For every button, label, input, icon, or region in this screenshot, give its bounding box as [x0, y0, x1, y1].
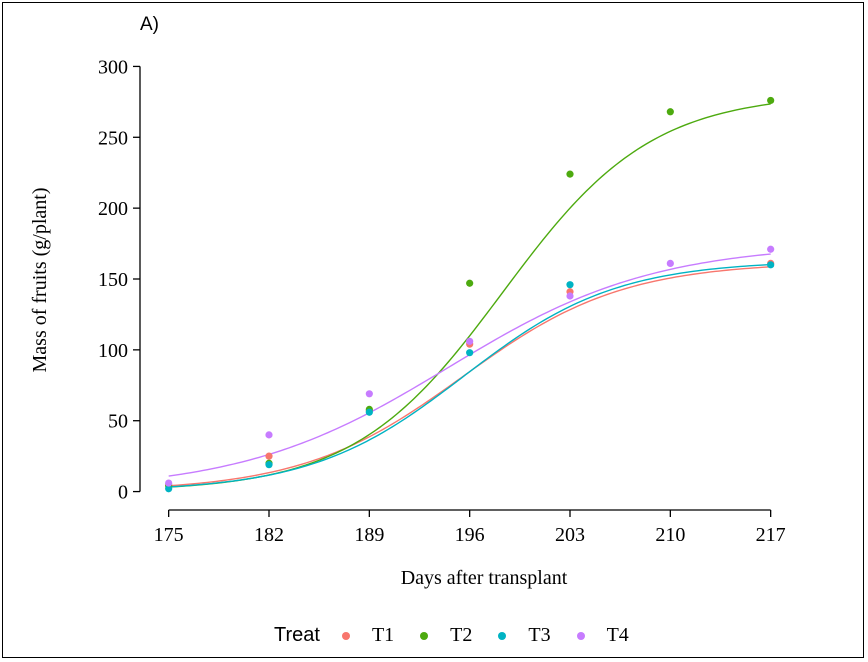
x-axis-title: Days after transplant — [401, 567, 568, 589]
point-t4 — [365, 390, 373, 398]
curve-t4 — [168, 253, 771, 477]
x-tick-label: 217 — [756, 524, 786, 546]
curve-t3 — [168, 263, 771, 488]
legend-item-t2: T2 — [420, 624, 472, 647]
panel-label: A) — [140, 14, 159, 35]
point-t1 — [265, 452, 273, 460]
legend-item-t3: T3 — [498, 624, 551, 647]
point-t2 — [666, 108, 674, 116]
point-t4 — [265, 431, 273, 439]
curve-t1 — [168, 266, 771, 487]
y-tick-label: 200 — [98, 198, 128, 220]
legend-label: T4 — [606, 624, 629, 646]
legend-marker — [341, 631, 350, 640]
legend-label: T1 — [371, 624, 395, 646]
x-tick-label: 182 — [254, 524, 284, 546]
data-points — [165, 96, 775, 493]
x-tick-label: 175 — [154, 524, 184, 546]
point-t3 — [767, 261, 775, 269]
point-t3 — [566, 281, 574, 289]
legend-items: T1 T2 T3 T4 — [341, 624, 655, 647]
point-t2 — [466, 279, 474, 287]
point-t4 — [767, 245, 775, 253]
legend-marker — [498, 631, 507, 640]
point-t4 — [165, 479, 173, 487]
x-tick-label: 196 — [455, 524, 485, 546]
legend-marker — [420, 631, 429, 640]
point-t3 — [265, 461, 273, 469]
point-t3 — [365, 408, 373, 416]
legend-marker — [576, 631, 585, 640]
x-tick-label: 189 — [354, 524, 384, 546]
axes: 0 50 100 150 200 250 300 175 182 189 196 203 210 217 — [98, 56, 786, 546]
y-tick-label: 250 — [98, 127, 128, 149]
curve-t2 — [168, 103, 771, 488]
y-tick-label: 300 — [98, 56, 128, 78]
legend-label: T3 — [528, 624, 551, 646]
fitted-curves — [168, 103, 771, 488]
y-tick-label: 50 — [108, 411, 128, 433]
legend-label: T2 — [450, 624, 473, 646]
legend: Treat T1 T2 T3 T4 — [274, 624, 655, 647]
point-t2 — [566, 170, 574, 178]
point-t4 — [466, 337, 474, 345]
y-tick-label: 150 — [98, 269, 128, 291]
y-tick-label: 0 — [118, 482, 128, 504]
point-t3 — [165, 485, 173, 493]
point-t4 — [566, 292, 574, 300]
point-t4 — [666, 259, 674, 268]
x-tick-label: 203 — [555, 524, 585, 546]
x-tick-label: 210 — [655, 524, 685, 546]
y-axis-title: Mass of fruits (g/plant) — [29, 188, 51, 373]
y-tick-label: 100 — [98, 340, 128, 362]
legend-title: Treat — [274, 624, 320, 646]
point-t2 — [767, 96, 775, 105]
legend-item-t1: T1 — [341, 624, 395, 647]
point-t3 — [466, 349, 474, 357]
legend-item-t4: T4 — [576, 624, 629, 647]
